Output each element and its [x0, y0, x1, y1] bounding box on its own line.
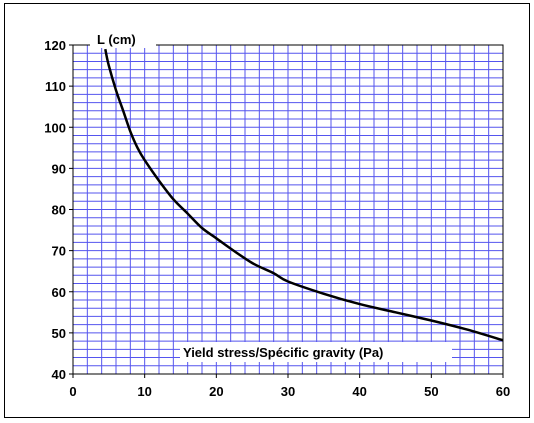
- y-axis-label-group: L (cm): [90, 30, 156, 48]
- x-tick-label: 30: [281, 384, 295, 399]
- y-axis-label: L (cm): [97, 32, 136, 47]
- y-tick-label: 110: [45, 79, 66, 94]
- series-line: [104, 48, 504, 342]
- grid: [73, 45, 503, 374]
- y-tick-label: 90: [52, 161, 66, 176]
- axis-ticks: 0 10 20 30 40 50 60 40 50 60 70 80 90 100 110 120: [44, 38, 510, 399]
- x-tick-label: 10: [137, 384, 151, 399]
- y-tick-label: 100: [44, 120, 66, 135]
- x-tick-label: 60: [496, 384, 510, 399]
- y-tick-label: 120: [44, 38, 66, 53]
- y-tick-label: 40: [52, 367, 66, 382]
- x-tick-label: 40: [352, 384, 366, 399]
- x-tick-label: 20: [209, 384, 223, 399]
- y-tick-label: 50: [52, 326, 66, 341]
- y-axis-label-background: [90, 30, 156, 48]
- x-tick-label: 0: [69, 384, 76, 399]
- x-axis-label-group: Yield stress/Spécific gravity (Pa): [180, 342, 452, 362]
- x-tick-label: 50: [424, 384, 438, 399]
- series-layer: [104, 48, 504, 342]
- x-axis-label: Yield stress/Spécific gravity (Pa): [183, 345, 383, 360]
- y-tick-label: 70: [52, 244, 66, 259]
- y-tick-label: 80: [52, 203, 66, 218]
- y-tick-label: 60: [52, 285, 66, 300]
- x-axis-label-background: [180, 342, 452, 362]
